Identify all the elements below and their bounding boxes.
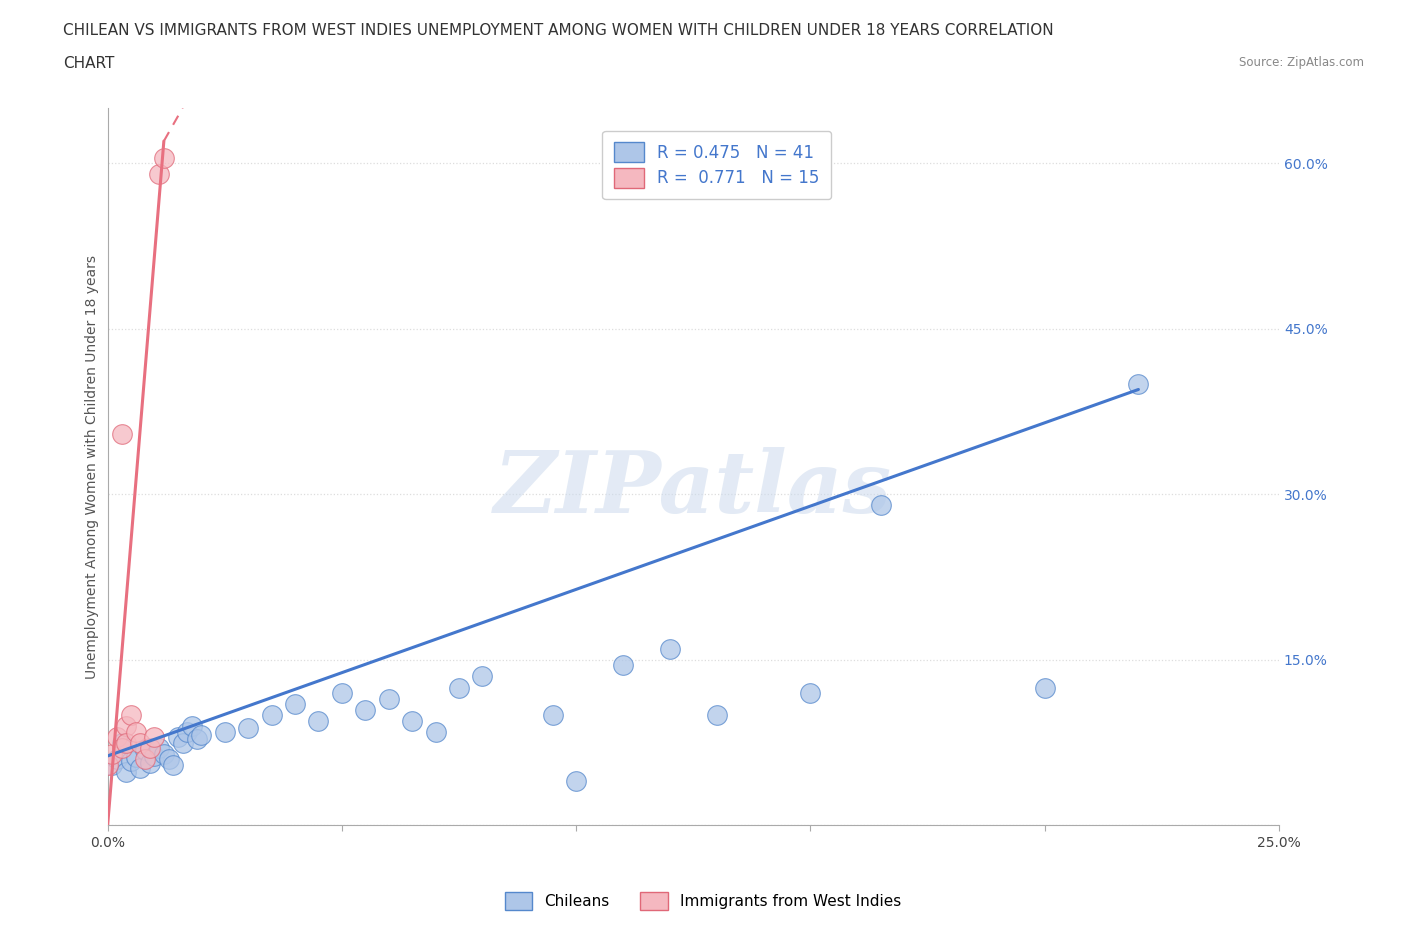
Text: CHILEAN VS IMMIGRANTS FROM WEST INDIES UNEMPLOYMENT AMONG WOMEN WITH CHILDREN UN: CHILEAN VS IMMIGRANTS FROM WEST INDIES U… xyxy=(63,23,1054,38)
Point xyxy=(176,724,198,739)
Y-axis label: Unemployment Among Women with Children Under 18 years: Unemployment Among Women with Children U… xyxy=(86,255,100,679)
Point xyxy=(129,761,152,776)
Point xyxy=(139,755,162,770)
Point xyxy=(115,719,138,734)
Point xyxy=(125,724,148,739)
Point xyxy=(186,732,208,747)
Point xyxy=(157,751,180,766)
Point xyxy=(105,751,128,766)
Point xyxy=(869,498,891,512)
Point xyxy=(190,727,212,742)
Point xyxy=(706,708,728,723)
Point xyxy=(143,730,166,745)
Point xyxy=(354,702,377,717)
Point xyxy=(162,757,184,772)
Point xyxy=(172,736,194,751)
Point xyxy=(105,730,128,745)
Point xyxy=(134,751,156,766)
Point xyxy=(120,708,142,723)
Point xyxy=(101,746,124,761)
Legend: R = 0.475   N = 41, R =  0.771   N = 15: R = 0.475 N = 41, R = 0.771 N = 15 xyxy=(602,131,831,199)
Point xyxy=(101,757,124,772)
Point xyxy=(111,736,134,751)
Point xyxy=(330,685,353,700)
Point xyxy=(378,691,401,706)
Point xyxy=(565,774,588,789)
Point xyxy=(425,724,447,739)
Point xyxy=(129,736,152,751)
Point xyxy=(260,708,283,723)
Text: ZIPatlas: ZIPatlas xyxy=(495,446,893,530)
Point xyxy=(401,713,423,728)
Point xyxy=(799,685,821,700)
Point xyxy=(238,721,260,736)
Point xyxy=(120,754,142,769)
Point xyxy=(134,743,156,758)
Point xyxy=(471,669,494,684)
Text: CHART: CHART xyxy=(63,56,115,71)
Point xyxy=(153,151,176,166)
Point xyxy=(97,757,120,772)
Point xyxy=(148,741,170,756)
Point xyxy=(541,708,564,723)
Point xyxy=(1128,377,1150,392)
Legend: Chileans, Immigrants from West Indies: Chileans, Immigrants from West Indies xyxy=(498,884,908,918)
Point xyxy=(181,719,204,734)
Point xyxy=(284,697,307,711)
Point xyxy=(447,680,470,695)
Text: Source: ZipAtlas.com: Source: ZipAtlas.com xyxy=(1239,56,1364,69)
Point xyxy=(115,736,138,751)
Point xyxy=(167,730,190,745)
Point xyxy=(111,741,134,756)
Point xyxy=(612,658,634,673)
Point xyxy=(214,724,236,739)
Point xyxy=(115,765,138,780)
Point xyxy=(143,749,166,764)
Point xyxy=(153,746,176,761)
Point xyxy=(125,750,148,764)
Point xyxy=(148,166,170,181)
Point xyxy=(139,741,162,756)
Point xyxy=(658,642,681,657)
Point xyxy=(1033,680,1056,695)
Point xyxy=(308,713,330,728)
Point xyxy=(111,426,134,441)
